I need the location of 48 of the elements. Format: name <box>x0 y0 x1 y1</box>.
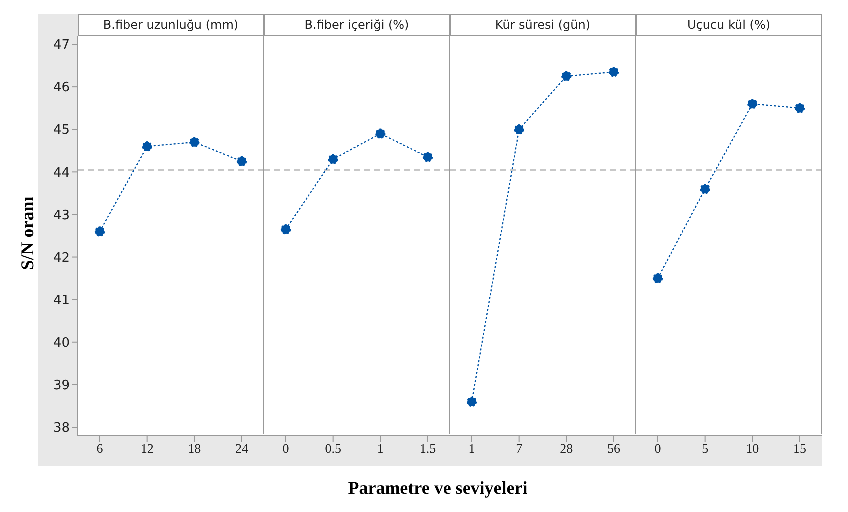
x-tick-label: 28 <box>560 441 574 456</box>
chart-title: Uçucu kül (%) <box>636 14 822 36</box>
chart-title: B.fiber uzunluğu (mm) <box>78 14 264 36</box>
point <box>700 184 710 194</box>
x-tick-label: 18 <box>188 441 202 456</box>
x-tick-label: 0.5 <box>325 441 342 456</box>
point <box>514 124 524 135</box>
point <box>748 98 758 110</box>
y-tick-label: 40 <box>53 336 70 351</box>
x-tick-label: 6 <box>96 441 104 456</box>
point <box>652 273 664 284</box>
point <box>376 128 386 139</box>
y-tick-label: 41 <box>53 293 70 308</box>
point <box>608 67 620 78</box>
x-tick-label: 7 <box>516 441 524 456</box>
point <box>236 156 248 167</box>
x-tick-label: 56 <box>608 441 621 456</box>
x-tick-label: 0 <box>654 441 662 456</box>
point <box>562 71 572 82</box>
y-tick-label: 39 <box>53 378 70 394</box>
x-tick-label: 10 <box>746 441 760 456</box>
y-tick-label: 45 <box>53 123 70 138</box>
point <box>94 226 106 237</box>
x-tick-label: 1 <box>377 441 384 456</box>
point <box>794 103 806 114</box>
y-tick-label: 47 <box>53 38 70 54</box>
x-tick-label: 0 <box>282 441 290 456</box>
y-tick-label: 42 <box>53 250 70 266</box>
chart-title: Kür süresi (gün) <box>450 14 636 36</box>
y-tick-label: 43 <box>53 208 70 224</box>
x-tick-label: 1 <box>468 441 476 456</box>
y-tick-label: 44 <box>53 166 70 181</box>
point <box>422 152 434 162</box>
point <box>142 142 152 152</box>
point <box>280 224 292 235</box>
y-tick-label: 38 <box>53 421 70 436</box>
chart-title: B.fiber içeriği (%) <box>264 14 450 36</box>
x-tick-label: 5 <box>702 441 709 456</box>
y-tick-label: 46 <box>53 80 70 96</box>
point <box>466 396 478 408</box>
x-tick-label: 15 <box>794 441 806 456</box>
point <box>328 154 338 165</box>
point <box>190 137 200 148</box>
x-axis-title: Parametre ve seviyeleri <box>347 478 529 499</box>
x-tick-label: 24 <box>236 441 249 456</box>
y-axis-title: S/N oranı <box>18 196 38 270</box>
x-tick-label: 1.5 <box>420 441 436 456</box>
x-tick-label: 12 <box>140 441 154 456</box>
